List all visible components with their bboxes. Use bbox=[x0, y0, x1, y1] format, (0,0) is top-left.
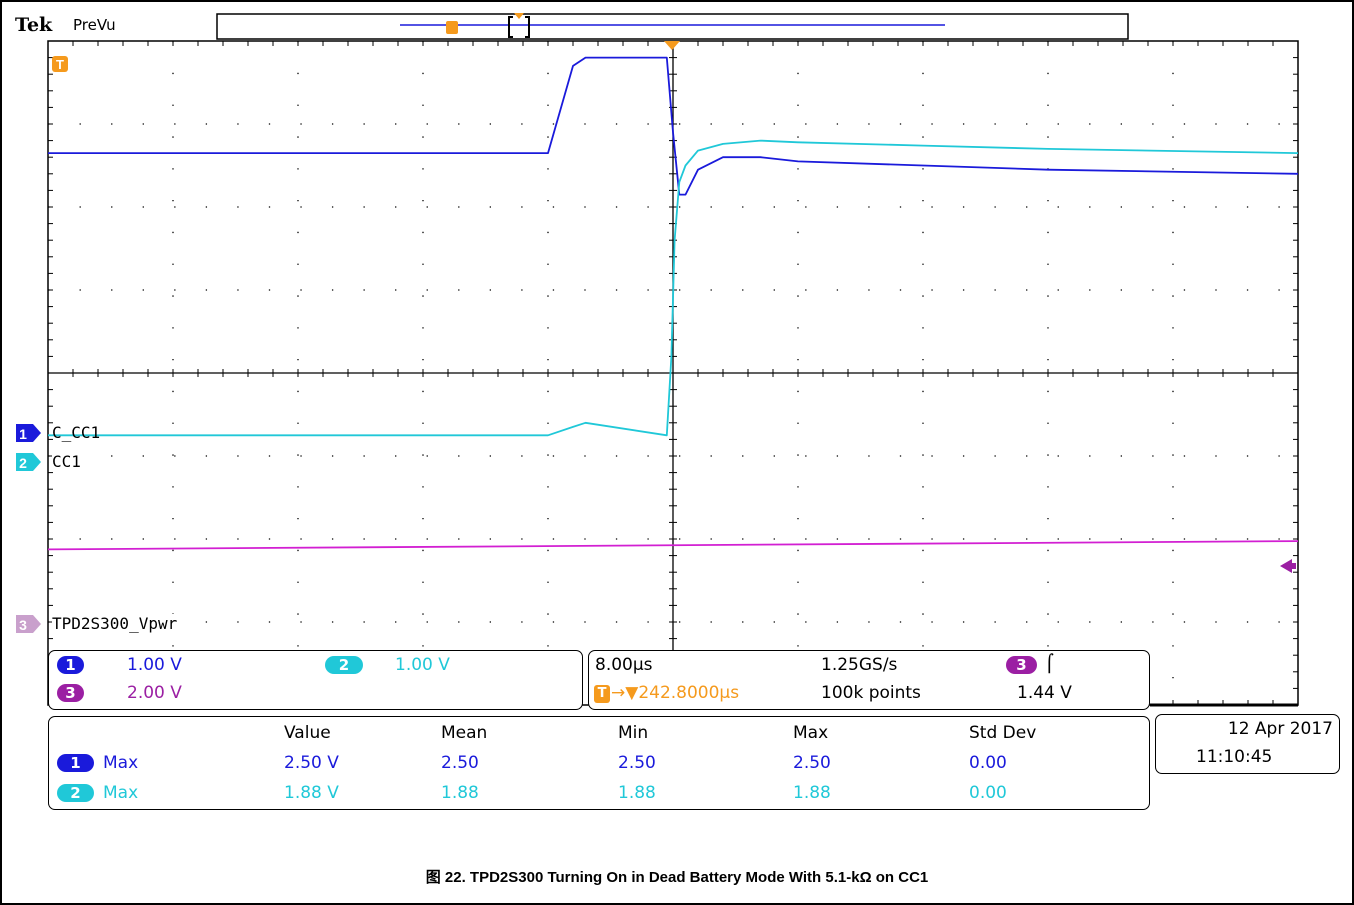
meas-row2-ch-badge: 2 bbox=[57, 784, 94, 802]
time: 11:10:45 bbox=[1196, 747, 1273, 767]
overview-position-icon bbox=[514, 13, 524, 19]
ch3-ground-marker[interactable] bbox=[16, 615, 41, 633]
timebase: 8.00µs bbox=[595, 655, 653, 675]
trace-tpd2s300-vpwr bbox=[47, 540, 1299, 551]
ch2-ground-marker[interactable] bbox=[16, 453, 41, 471]
meas-row2-stddev: 0.00 bbox=[969, 783, 1007, 803]
meas-row2-max: 1.88 bbox=[793, 783, 831, 803]
trigger-slope-icon: ⌠ bbox=[1045, 654, 1054, 674]
meas-row1-type: Max bbox=[103, 753, 139, 773]
measurement-panel[interactable]: Value Mean Min Max Std Dev 1 Max 2.50 V … bbox=[48, 716, 1150, 810]
ch2-ground-marker-num: 2 bbox=[19, 455, 27, 471]
trigger-level-icon[interactable] bbox=[1280, 559, 1296, 573]
ch1-badge[interactable]: 1 bbox=[57, 656, 84, 674]
figure-caption: 图 22. TPD2S300 Turning On in Dead Batter… bbox=[425, 869, 929, 886]
trigger-time-icon-label: T bbox=[56, 57, 64, 72]
meas-row1-ch-badge: 1 bbox=[57, 754, 94, 772]
ch3-badge[interactable]: 3 bbox=[57, 684, 84, 702]
ch1-scale: 1.00 V bbox=[127, 655, 182, 675]
overview-view-bracket[interactable] bbox=[508, 16, 530, 38]
horizontal-settings-panel[interactable]: 8.00µs 1.25GS/s 3 ⌠ T →▼242.8000µs 100k … bbox=[588, 650, 1150, 710]
trace-cc1 bbox=[48, 139, 1299, 437]
trigger-source-badge[interactable]: 3 bbox=[1006, 656, 1037, 674]
meas-row1-mean: 2.50 bbox=[441, 753, 479, 773]
ch2-label: CC1 bbox=[52, 452, 84, 471]
datetime-panel: 12 Apr 2017 11:10:45 bbox=[1155, 714, 1340, 774]
meas-header-max: Max bbox=[793, 723, 829, 743]
trigger-position: →▼242.8000µs bbox=[611, 683, 740, 703]
record-length: 100k points bbox=[821, 683, 921, 703]
ch3-label: TPD2S300_Vpwr bbox=[52, 614, 181, 633]
meas-row2-mean: 1.88 bbox=[441, 783, 479, 803]
meas-row1-min: 2.50 bbox=[618, 753, 656, 773]
acquisition-mode: PreVu bbox=[73, 16, 116, 34]
meas-row2-value: 1.88 V bbox=[284, 783, 339, 803]
trigger-position-badge: T bbox=[594, 685, 610, 703]
ch1-label: C_CC1 bbox=[52, 423, 101, 442]
trigger-level: 1.44 V bbox=[1017, 683, 1072, 703]
ch1-ground-marker-num: 1 bbox=[19, 426, 27, 442]
ch2-scale: 1.00 V bbox=[395, 655, 450, 675]
meas-header-mean: Mean bbox=[441, 723, 488, 743]
meas-row1-stddev: 0.00 bbox=[969, 753, 1007, 773]
meas-row2-min: 1.88 bbox=[618, 783, 656, 803]
trigger-time-icon bbox=[52, 56, 68, 72]
trace-layer bbox=[47, 56, 1299, 551]
meas-row1-max: 2.50 bbox=[793, 753, 831, 773]
meas-header-value: Value bbox=[284, 723, 331, 743]
meas-row1-value: 2.50 V bbox=[284, 753, 339, 773]
vertical-settings-panel[interactable]: 1 1.00 V 2 1.00 V 3 2.00 V bbox=[48, 650, 583, 710]
ch3-ground-marker-num: 3 bbox=[19, 617, 27, 633]
trace-c-cc1 bbox=[48, 56, 1299, 196]
ch2-badge[interactable]: 2 bbox=[325, 656, 363, 674]
meas-header-stddev: Std Dev bbox=[969, 723, 1037, 743]
meas-header-min: Min bbox=[618, 723, 649, 743]
date: 12 Apr 2017 bbox=[1227, 719, 1333, 739]
overview-trigger-icon bbox=[446, 21, 458, 34]
brand-logo: Tek bbox=[15, 14, 53, 36]
trigger-position-icon bbox=[664, 41, 680, 50]
ch3-scale: 2.00 V bbox=[127, 683, 182, 703]
record-overview-bar bbox=[216, 13, 1129, 40]
meas-row2-type: Max bbox=[103, 783, 139, 803]
sample-rate: 1.25GS/s bbox=[821, 655, 898, 675]
ch1-ground-marker[interactable] bbox=[16, 424, 41, 442]
